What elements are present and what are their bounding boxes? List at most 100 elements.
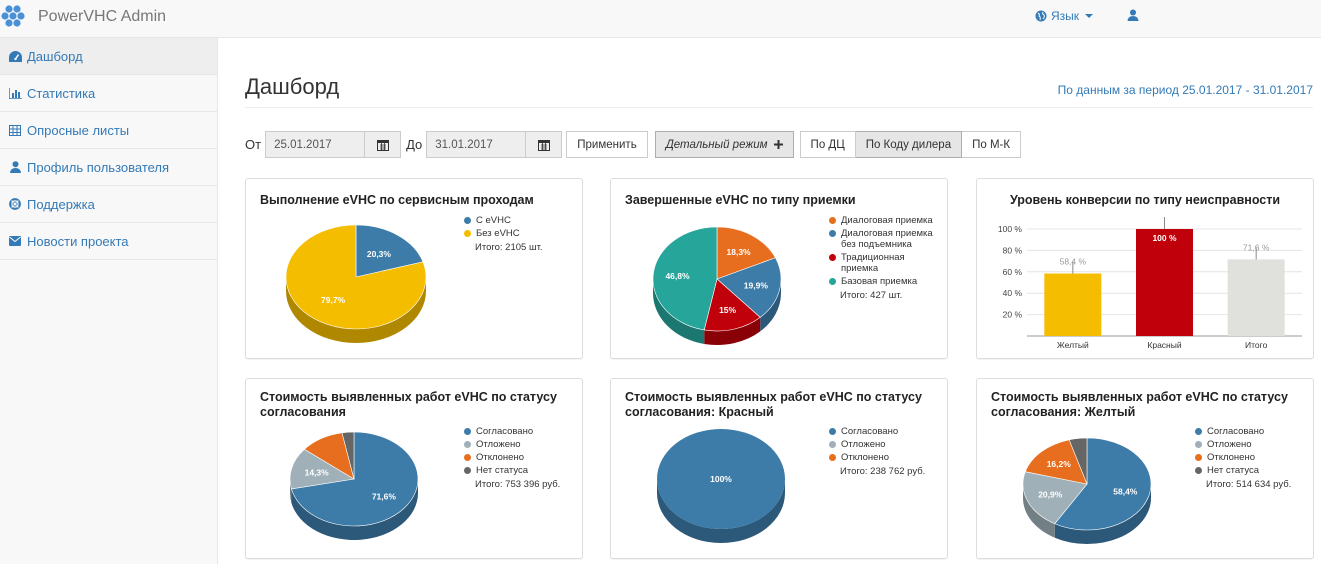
legend-label: Согласовано [1207,426,1265,437]
bar-data-label: 100 % [1152,233,1177,243]
chart-legend: С eVHC Без eVHC Итого: 2105 шт. [464,215,543,253]
legend-item[interactable]: Традиционная приемка [829,252,939,274]
pie-slice [652,226,718,331]
page-title: Дашборд [245,74,340,99]
panel-title: Уровень конверсии по типу неисправности [1009,193,1281,207]
panel-conversion-level: Уровень конверсии по типу неисправности … [976,178,1314,359]
language-dropdown[interactable]: Язык [1035,9,1094,23]
sidebar-item-questionnaires[interactable]: Опросные листы [0,112,217,149]
legend-label: Отклонено [841,452,889,463]
legend-swatch [464,454,471,461]
x-tick-label: Красный [1147,340,1181,350]
legend-swatch [1195,454,1202,461]
title-divider [245,107,1313,108]
apply-button[interactable]: Применить [566,131,648,158]
legend-item[interactable]: Согласовано [1195,426,1291,437]
pie-data-label: 19,9% [744,281,769,291]
pie-slice [289,448,355,490]
lifebuoy-icon [8,197,22,211]
pie-slice [716,257,782,318]
chart-legend: Согласовано Отложено Отклонено Нет стату… [464,426,560,490]
legend-item[interactable]: Согласовано [829,426,925,437]
panel-title-line: согласования [260,405,346,419]
legend-item[interactable]: Базовая приемка [829,276,939,287]
legend-item[interactable]: Отклонено [1195,452,1291,463]
pie-data-label: 18,3% [727,247,752,257]
from-label: От [245,137,262,152]
group-by-dc-button[interactable]: По ДЦ [799,131,856,158]
legend-swatch [464,217,471,224]
brand[interactable]: PowerVHC Admin [0,0,166,34]
legend-label: Нет статуса [1207,465,1260,476]
date-from-calendar-button[interactable] [365,131,402,158]
pie-slice-side [286,277,426,343]
panel-evhc-reception-type: Завершенные eVHC по типу приемки 18,3% 19… [610,178,948,359]
period-info: По данным за период 25.01.2017 - 31.01.2… [1057,83,1313,97]
logo-icon [1,5,25,27]
date-to-field[interactable]: 31.01.2017 [426,131,527,158]
legend-label: Без eVHC [476,228,520,239]
sidebar-item-label: Опросные листы [27,122,130,138]
pie-slice [1068,437,1088,485]
legend-swatch [464,428,471,435]
panel-cost-by-status: Стоимость выявленных работ eVHC по стату… [245,378,583,559]
pie-data-label: 14,3% [305,467,330,477]
pie-data-label: 100% [710,474,732,484]
grouping-button-group: По ДЦ По Коду дилера По М-К [799,131,1022,158]
legend-item[interactable]: Отложено [1195,439,1291,450]
y-tick-label: 60 % [1003,267,1023,277]
pie-data-label: 20,3% [367,249,392,259]
top-navbar: PowerVHC Admin Язык [0,0,1321,38]
legend-item[interactable]: Нет статуса [1195,465,1291,476]
legend-label: Отклонено [476,452,524,463]
group-by-dealer-code-button[interactable]: По Коду дилера [855,131,963,158]
legend-item[interactable]: С eVHC [464,215,543,226]
legend-swatch [464,230,471,237]
sidebar-item-statistics[interactable]: Статистика [0,75,217,112]
legend-label: Отложено [841,439,886,450]
pie-slice-side [1023,484,1055,538]
sidebar-item-news[interactable]: Новости проекта [0,223,217,260]
user-icon [8,160,22,174]
legend-label: Диалоговая приемка без подъемника [841,228,933,250]
pie-data-label: 46,8% [665,271,690,281]
legend-item[interactable]: Отложено [464,439,560,450]
sidebar-item-dashboard[interactable]: Дашборд [0,38,217,75]
legend-label: Базовая приемка [841,276,918,287]
user-menu-icon[interactable] [1127,9,1139,21]
group-by-mk-button[interactable]: По М-К [962,131,1022,158]
sidebar-item-support[interactable]: Поддержка [0,186,217,223]
date-to-calendar-button[interactable] [526,131,563,158]
sidebar-item-user-profile[interactable]: Профиль пользователя [0,149,217,186]
y-tick-label: 100 % [998,224,1023,234]
legend-item[interactable]: Отклонено [829,452,925,463]
panel-title: Стоимость выявленных работ eVHC по стату… [260,390,557,420]
y-tick-label: 80 % [1003,245,1023,255]
legend-item[interactable]: Отложено [829,439,925,450]
legend-item[interactable]: Диалоговая приемка [829,215,939,226]
legend-item[interactable]: Нет статуса [464,465,560,476]
legend-label: Согласовано [476,426,534,437]
legend-item[interactable]: Без eVHC [464,228,543,239]
language-label: Язык [1051,9,1080,23]
legend-label: Отложено [476,439,521,450]
legend-total: Итого: 753 396 руб. [475,479,561,490]
legend-swatch [829,254,836,261]
legend-item[interactable]: Отклонено [464,452,560,463]
legend-swatch [829,217,836,224]
pie-data-label: 79,7% [321,295,346,305]
legend-swatch [464,441,471,448]
chevron-down-icon [1085,14,1094,18]
y-tick-label: 40 % [1003,288,1023,298]
date-from-field[interactable]: 25.01.2017 [265,131,366,158]
panel-title-line: Стоимость выявленных работ eVHC по стату… [625,390,922,404]
chart-legend: Диалоговая приемка Диалоговая приемка бе… [829,215,939,301]
pie-slice-side [760,279,781,332]
x-tick-label: Желтый [1057,340,1089,350]
sidebar-item-label: Дашборд [27,48,83,64]
detail-mode-button[interactable]: Детальный режим [654,131,794,158]
pie-slice-side [704,317,761,345]
sidebar: Дашборд Статистика Опросные листы Профил… [0,38,218,564]
legend-item[interactable]: Согласовано [464,426,560,437]
legend-item[interactable]: Диалоговая приемка без подъемника [829,228,939,250]
